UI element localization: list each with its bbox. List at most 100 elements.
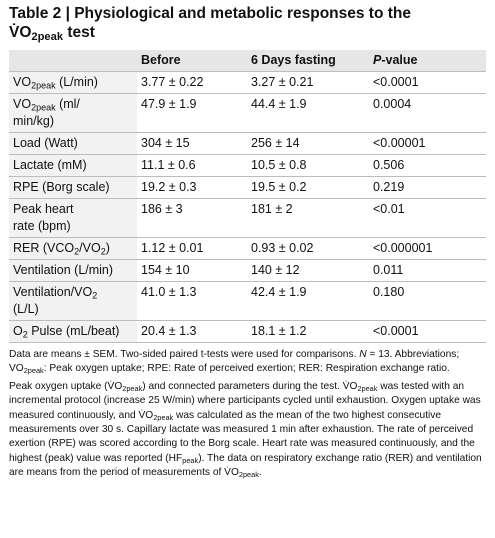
text: VO — [13, 97, 32, 111]
label-text: RER (VCO2/VO2) — [13, 241, 110, 257]
table-cell: 304 ± 15 — [137, 132, 247, 155]
table-cell: <0.000001 — [369, 237, 486, 260]
text: (ml/ min/kg) — [13, 97, 80, 128]
text: was calculated as the mean of the two hi… — [9, 409, 475, 464]
label-text: Peak heart rate (bpm) — [13, 201, 91, 235]
text: O — [13, 324, 23, 338]
table-row: Ventilation (L/min) 154 ± 10 140 ± 12 0.011 — [9, 259, 486, 282]
subscript: 2peak — [153, 412, 174, 422]
label-text: VO2peak (ml/ min/kg) — [13, 96, 113, 130]
text: ) — [105, 241, 110, 255]
table-cell: <0.01 — [369, 198, 486, 238]
table-row: Ventilation/VO2 (L/L) 41.0 ± 1.3 42.4 ± 1.… — [9, 281, 486, 321]
table-cell: 18.1 ± 1.2 — [247, 320, 369, 343]
label-text: O2 Pulse (mL/beat) — [13, 324, 120, 339]
row-label: Peak heart rate (bpm) — [9, 198, 137, 238]
table-cell: 42.4 ± 1.9 — [247, 281, 369, 321]
table-cell: 0.93 ± 0.02 — [247, 237, 369, 260]
table-cell: <0.00001 — [369, 132, 486, 155]
subscript: 2peak — [357, 383, 378, 393]
table-row: Lactate (mM) 11.1 ± 0.6 10.5 ± 0.8 0.506 — [9, 154, 486, 177]
subscript: 2peak — [238, 470, 259, 480]
header-cell — [9, 50, 137, 72]
table-cell: 181 ± 2 — [247, 198, 369, 238]
subscript: 2peak — [31, 80, 56, 91]
table-cell: 0.0004 — [369, 93, 486, 133]
table-cell: 3.77 ± 0.22 — [137, 71, 247, 94]
row-label: Ventilation (L/min) — [9, 259, 137, 282]
label-text: VO2peak (L/min) — [13, 75, 98, 91]
text: was tested with an incremental protocol … — [9, 380, 481, 421]
text: VO — [13, 75, 32, 89]
subscript: 2 — [74, 246, 80, 257]
subscript: 2peak — [23, 366, 44, 376]
table-cell: <0.0001 — [369, 320, 486, 343]
table-cell: 44.4 ± 1.9 — [247, 93, 369, 133]
row-label: O2 Pulse (mL/beat) — [9, 320, 137, 343]
text: ). The data on respiratory exchange rati… — [9, 452, 482, 479]
text: Lactate (mM) — [13, 158, 87, 172]
text: Load (Watt) — [13, 136, 78, 150]
table-row: VO2peak (L/min) 3.77 ± 0.22 3.27 ± 0.21 <0.… — [9, 71, 486, 94]
table-cell: 154 ± 10 — [137, 259, 247, 282]
row-label: VO2peak (L/min) — [9, 71, 137, 94]
table-cell: 47.9 ± 1.9 — [137, 93, 247, 133]
table-cell: 0.011 — [369, 259, 486, 282]
footnotes: Data are means ± SEM. Two-sided paired t… — [9, 348, 486, 481]
table-row: VO2peak (ml/ min/kg) 47.9 ± 1.9 44.4 ± 1.9… — [9, 93, 486, 133]
row-label: Load (Watt) — [9, 132, 137, 155]
table-row: Peak heart rate (bpm) 186 ± 3 181 ± 2 <0.01 — [9, 198, 486, 238]
text: test — [63, 24, 95, 41]
text: Pulse (mL/beat) — [27, 324, 120, 338]
text: Peak heart rate (bpm) — [13, 202, 74, 233]
subscript: 2 — [92, 290, 98, 301]
row-label: RPE (Borg scale) — [9, 176, 137, 199]
text: V̇O — [9, 24, 32, 41]
row-label: RER (VCO2/VO2) — [9, 237, 137, 260]
text: (L/L) — [13, 302, 39, 316]
italic-text: P — [373, 53, 382, 67]
table-cell: 0.506 — [369, 154, 486, 177]
table-cell: 11.1 ± 0.6 — [137, 154, 247, 177]
text: Data are means ± SEM. Two-sided paired t… — [9, 349, 360, 360]
text: Table 2 | Physiological and metabolic re… — [9, 5, 411, 22]
subscript: 2peak — [122, 383, 143, 393]
table-row: Load (Watt) 304 ± 15 256 ± 14 <0.00001 — [9, 132, 486, 155]
text: (L/min) — [55, 75, 98, 89]
data-table: Before 6 Days fasting P-value VO2peak (L… — [9, 50, 486, 343]
text: ) and connected parameters during the te… — [142, 380, 358, 392]
table-cell: 0.219 — [369, 176, 486, 199]
header-cell: P-value — [369, 50, 486, 72]
table-body: VO2peak (L/min) 3.77 ± 0.22 3.27 ± 0.21 <0.… — [9, 71, 486, 343]
table-row: RPE (Borg scale) 19.2 ± 0.3 19.5 ± 0.2 0.21… — [9, 176, 486, 199]
subscript: 2peak — [31, 102, 56, 113]
table-cell: 20.4 ± 1.3 — [137, 320, 247, 343]
document: Table 2 | Physiological and metabolic re… — [9, 4, 486, 481]
table-row: RER (VCO2/VO2) 1.12 ± 0.01 0.93 ± 0.02 <0.0… — [9, 237, 486, 260]
table-cell: <0.0001 — [369, 71, 486, 94]
table-cell: 0.180 — [369, 281, 486, 321]
header-cell: Before — [137, 50, 247, 72]
title-line: Table 2 | Physiological and metabolic re… — [9, 4, 486, 23]
label-text: RPE (Borg scale) — [13, 180, 110, 194]
text: /VO — [79, 241, 101, 255]
label-text: Lactate (mM) — [13, 158, 87, 172]
footnote: Peak oxygen uptake (V̇O2peak) and connec… — [9, 380, 486, 481]
italic-text: N — [359, 349, 367, 360]
text: : Peak oxygen uptake; RPE: Rate of perce… — [43, 363, 450, 375]
table-cell: 3.27 ± 0.21 — [247, 71, 369, 94]
subscript: peak — [182, 455, 199, 465]
label-text: Ventilation (L/min) — [13, 263, 113, 277]
label-text: Ventilation/VO2 (L/L) — [13, 284, 113, 318]
table-cell: 1.12 ± 0.01 — [137, 237, 247, 260]
row-label: Ventilation/VO2 (L/L) — [9, 281, 137, 321]
table-cell: 19.2 ± 0.3 — [137, 176, 247, 199]
title-line: V̇O2peak test — [9, 23, 486, 42]
row-label: Lactate (mM) — [9, 154, 137, 177]
text: -value — [381, 53, 418, 67]
subscript: 2peak — [31, 30, 64, 43]
text: RPE (Borg scale) — [13, 180, 110, 194]
header-cell: 6 Days fasting — [247, 50, 369, 72]
header-row: Before 6 Days fasting P-value — [9, 50, 486, 72]
table-cell: 140 ± 12 — [247, 259, 369, 282]
